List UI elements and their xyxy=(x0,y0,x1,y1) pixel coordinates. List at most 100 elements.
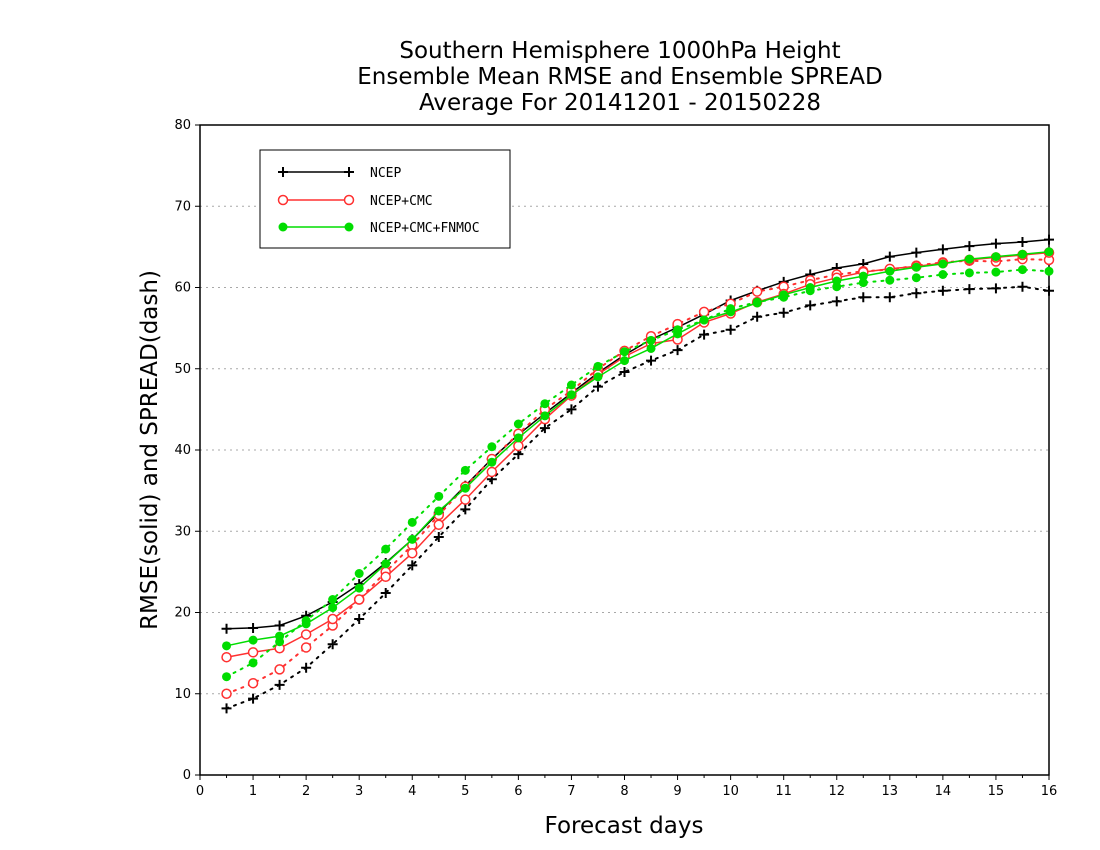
x-tick-label: 14 xyxy=(935,784,952,799)
legend: NCEP NCEP+CMC NCEP+CMC+FNMOC xyxy=(259,149,511,249)
rmse-point-ncep-cmc xyxy=(513,440,524,452)
spread-point-ncep-cmc-fnmoc xyxy=(407,517,417,527)
spread-point-ncep xyxy=(221,703,232,714)
spread-point-ncep-cmc-fnmoc xyxy=(460,465,470,475)
y-tick-label: 30 xyxy=(174,524,191,539)
rmse-point-ncep-cmc xyxy=(460,494,471,505)
spread-point-ncep xyxy=(407,560,418,571)
x-tick-label: 16 xyxy=(1041,784,1058,799)
chart-title: Southern Hemisphere 1000hPa Height Ensem… xyxy=(357,38,882,116)
spread-line-ncep xyxy=(225,285,1050,710)
rmse-point-ncep-cmc-fnmoc xyxy=(726,307,736,317)
spread-point-ncep-cmc-fnmoc xyxy=(248,658,258,668)
series xyxy=(221,234,1055,714)
rmse-point-ncep-cmc-fnmoc xyxy=(222,641,232,651)
rmse-line-ncep xyxy=(226,238,1050,630)
legend-label-ncep: NCEP xyxy=(370,166,401,181)
spread-point-ncep xyxy=(937,285,948,296)
spread-point-ncep xyxy=(858,292,869,303)
rmse-point-ncep-cmc-fnmoc xyxy=(779,290,789,300)
spread-point-ncep xyxy=(831,296,842,307)
x-tick-label: 15 xyxy=(988,784,1005,799)
spread-point-ncep-cmc-fnmoc xyxy=(566,380,576,390)
spread-point-ncep xyxy=(805,300,816,311)
x-tick-label: 3 xyxy=(355,784,363,799)
rmse-point-ncep-cmc-fnmoc xyxy=(540,411,550,421)
title-line-2: Ensemble Mean RMSE and Ensemble SPREAD xyxy=(357,64,882,90)
spread-point-ncep xyxy=(672,345,683,356)
legend-open-circle-marker-icon xyxy=(277,194,289,206)
spread-point-ncep xyxy=(539,423,550,434)
spread-point-ncep-cmc-fnmoc xyxy=(938,270,948,279)
rmse-point-ncep-cmc xyxy=(433,519,445,530)
legend-plus-marker-icon xyxy=(278,167,354,177)
spread-point-ncep-cmc xyxy=(300,642,312,653)
x-tick-label: 0 xyxy=(196,784,204,799)
legend-entry-ncep-cmc-fnmoc: NCEP+CMC+FNMOC xyxy=(278,221,480,236)
y-tick-label: 20 xyxy=(174,606,191,621)
title-line-3: Average For 20141201 - 20150228 xyxy=(419,90,821,116)
rmse-line-ncep-cmc-fnmoc xyxy=(226,251,1050,647)
rmse-point-ncep-cmc xyxy=(221,651,232,663)
y-tick-label: 50 xyxy=(174,362,191,377)
rmse-point-ncep xyxy=(937,244,948,255)
rmse-point-ncep-cmc-fnmoc xyxy=(566,390,576,400)
rmse-point-ncep-cmc-fnmoc xyxy=(938,259,948,269)
y-tick-label: 40 xyxy=(174,443,191,458)
rmse-point-ncep-cmc-fnmoc xyxy=(832,276,842,286)
title-line-1: Southern Hemisphere 1000hPa Height xyxy=(399,38,840,64)
rmse-point-ncep-cmc-fnmoc xyxy=(434,506,444,516)
spread-point-ncep-cmc-fnmoc xyxy=(328,595,338,604)
x-tick-label: 5 xyxy=(461,784,469,799)
spread-point-ncep-cmc-fnmoc xyxy=(1044,266,1054,276)
spread-point-ncep xyxy=(752,311,763,322)
spread-point-ncep-cmc-fnmoc xyxy=(222,672,232,682)
legend-filled-circle-marker-icon xyxy=(278,222,288,232)
rmse-point-ncep-cmc-fnmoc xyxy=(646,343,656,353)
spread-point-ncep xyxy=(433,531,444,542)
spread-point-ncep xyxy=(354,614,365,624)
y-tick-label: 0 xyxy=(183,768,191,783)
spread-point-ncep xyxy=(566,404,577,415)
y-tick-label: 10 xyxy=(174,687,191,702)
rmse-point-ncep-cmc-fnmoc xyxy=(275,631,285,641)
legend-filled-circle-marker-icon xyxy=(344,222,354,232)
rmse-point-ncep-cmc xyxy=(407,547,418,559)
rmse-point-ncep xyxy=(884,251,895,262)
x-tick-label: 2 xyxy=(302,784,310,799)
rmse-point-ncep-cmc-fnmoc xyxy=(328,603,338,613)
rmse-point-ncep-cmc-fnmoc xyxy=(1044,247,1054,257)
spread-point-ncep xyxy=(646,355,657,366)
legend-open-circle-marker-icon xyxy=(343,194,355,206)
spread-point-ncep-cmc-fnmoc xyxy=(911,273,921,283)
x-tick-label: 7 xyxy=(567,784,575,799)
rmse-point-ncep-cmc-fnmoc xyxy=(407,534,417,544)
x-tick-label: 6 xyxy=(514,784,522,799)
y-tick-label: 80 xyxy=(174,118,191,133)
legend-entry-ncep: NCEP xyxy=(278,166,401,181)
rmse-point-ncep-cmc-fnmoc xyxy=(858,271,868,281)
x-axis-title: Forecast days xyxy=(545,813,704,839)
rmse-point-ncep-cmc-fnmoc xyxy=(460,483,470,493)
spread-point-ncep-cmc-fnmoc xyxy=(381,544,391,554)
legend-entry-ncep-cmc: NCEP+CMC xyxy=(277,194,433,209)
spread-line-ncep-cmc-fnmoc xyxy=(225,268,1050,678)
rmse-point-ncep-cmc-fnmoc xyxy=(248,635,258,645)
y-tick-label: 60 xyxy=(174,281,191,296)
spread-point-ncep xyxy=(274,679,285,690)
spread-point-ncep xyxy=(619,367,630,377)
spread-point-ncep xyxy=(460,504,471,515)
rmse-point-ncep-cmc-fnmoc xyxy=(805,283,815,292)
rmse-line-ncep-cmc xyxy=(226,251,1050,658)
x-tick-label: 10 xyxy=(722,784,739,799)
rmse-point-ncep-cmc-fnmoc xyxy=(354,583,364,593)
rmse-point-ncep-cmc-fnmoc xyxy=(964,254,974,264)
spread-point-ncep-cmc-fnmoc xyxy=(964,268,974,278)
rmse-point-ncep xyxy=(221,623,232,634)
spread-point-ncep xyxy=(725,324,736,335)
rmse-point-ncep-cmc xyxy=(247,647,259,658)
x-tick-label: 9 xyxy=(673,784,681,799)
rmse-point-ncep xyxy=(911,247,922,258)
spread-point-ncep-cmc-fnmoc xyxy=(434,491,444,501)
